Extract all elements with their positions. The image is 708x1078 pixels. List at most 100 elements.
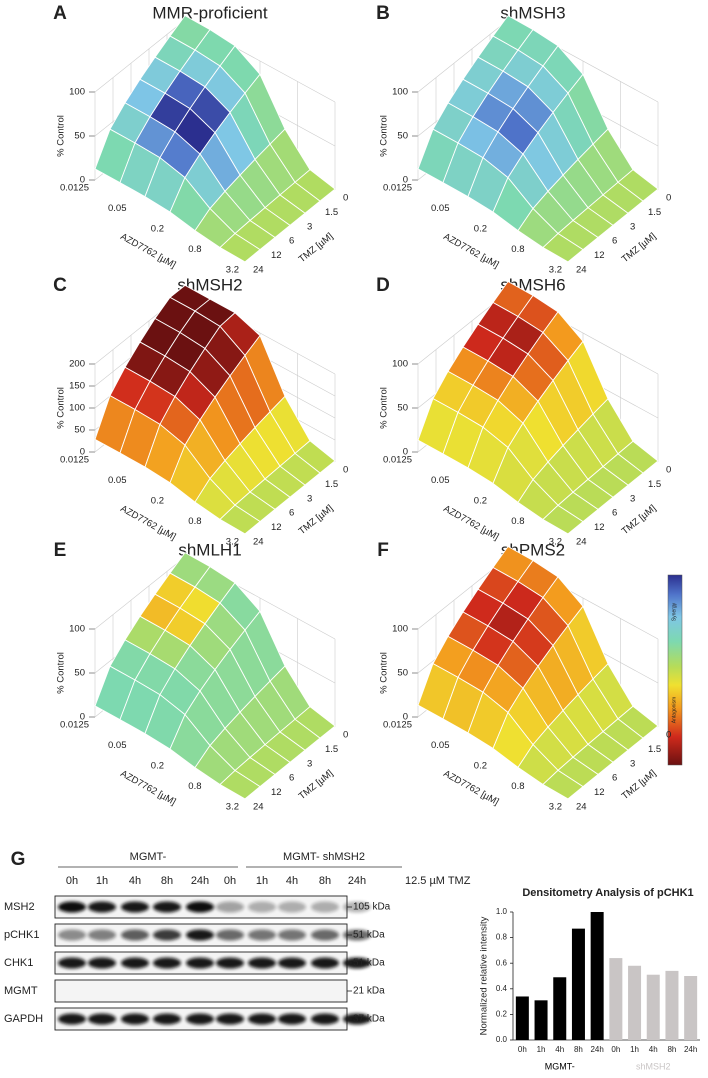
y-axis-label: TMZ [µM] xyxy=(297,503,336,537)
x-tick-label: 4h xyxy=(555,1045,564,1054)
y-tick-label: 12 xyxy=(271,787,282,798)
protein-label: CHK1 xyxy=(4,957,33,969)
lane-label: 1h xyxy=(96,875,108,887)
panel-title: shMLH1 xyxy=(178,540,241,559)
z-tick-label: 100 xyxy=(392,624,408,635)
x-tick-label: 0.2 xyxy=(474,761,487,772)
x-tick-label: 1h xyxy=(537,1045,546,1054)
x-tick-label: 0.0125 xyxy=(383,720,412,731)
y-axis-label: TMZ [µM] xyxy=(620,503,659,537)
y-tick-label: 3 xyxy=(307,493,312,504)
colorbar-low: Antagonism xyxy=(671,697,677,723)
lane-label: 0h xyxy=(224,875,236,887)
band xyxy=(278,957,306,969)
panel-letter: C xyxy=(53,275,67,296)
protein-label: pCHK1 xyxy=(4,929,39,941)
bar xyxy=(590,912,604,1040)
x-tick-label: 0.2 xyxy=(474,496,487,507)
band xyxy=(311,1013,339,1025)
z-tick-label: 50 xyxy=(397,131,408,142)
y-tick-label: 1.5 xyxy=(325,479,338,490)
colorbar-high: Synergy xyxy=(671,602,677,621)
y-tick-label: 6 xyxy=(289,236,294,247)
x-tick-label: 0.8 xyxy=(188,781,201,792)
band xyxy=(121,901,149,913)
surface-patch xyxy=(542,769,584,800)
band xyxy=(58,901,86,913)
y-tick-label: 3 xyxy=(630,221,635,232)
band xyxy=(121,1013,149,1025)
y-tick-label: 24 xyxy=(576,537,587,548)
z-tick-label: 0 xyxy=(403,712,408,723)
x-tick-label: 0.05 xyxy=(431,740,450,751)
band xyxy=(343,1013,371,1025)
surface-patch xyxy=(542,233,584,263)
group-label: MGMT- xyxy=(130,851,167,863)
lane-label: 4h xyxy=(129,875,141,887)
y-axis-label: TMZ [µM] xyxy=(620,231,659,265)
y-tick-label: 0 xyxy=(343,465,348,476)
y-tick-label: 12 xyxy=(271,250,282,261)
x-tick-label: 0.0125 xyxy=(60,720,89,731)
y-tick-label: 1.5 xyxy=(648,744,661,755)
x-axis-label: AZD7762 [µM] xyxy=(118,503,177,542)
protein-label: MSH2 xyxy=(4,901,35,913)
y-tick-label: 0 xyxy=(666,465,671,476)
band xyxy=(186,957,214,969)
x-tick-label: 1h xyxy=(630,1045,639,1054)
z-tick-label: 50 xyxy=(74,425,85,436)
surface-patch xyxy=(219,504,261,535)
z-tick-label: 50 xyxy=(74,131,85,142)
x-axis-label: AZD7762 [µM] xyxy=(118,231,177,270)
y-tick-label: 24 xyxy=(253,537,264,548)
x-tick-label: 3.2 xyxy=(549,265,562,276)
x-tick-label: 0.8 xyxy=(511,244,524,255)
x-tick-label: 0.05 xyxy=(431,203,450,214)
band xyxy=(311,929,339,941)
lane-label: 4h xyxy=(286,875,298,887)
treatment-label: 12.5 µM TMZ xyxy=(405,875,471,887)
band xyxy=(88,957,116,969)
z-tick-label: 0 xyxy=(80,175,85,186)
band xyxy=(88,929,116,941)
band xyxy=(311,957,339,969)
bar xyxy=(628,965,642,1040)
z-tick-label: 100 xyxy=(392,87,408,98)
y-tick-label: 24 xyxy=(253,802,264,813)
band xyxy=(343,901,371,913)
x-tick-label: 4h xyxy=(649,1045,658,1054)
size-label: 51 kDa xyxy=(353,930,385,941)
group-label: shMSH2 xyxy=(636,1061,671,1071)
z-tick-label: 200 xyxy=(69,359,85,370)
bar xyxy=(609,958,623,1040)
protein-label: GAPDH xyxy=(4,1013,43,1025)
y-tick-label: 12 xyxy=(271,522,282,533)
band xyxy=(278,929,306,941)
lane-label: 8h xyxy=(319,875,331,887)
x-tick-label: 8h xyxy=(667,1045,676,1054)
y-tick-label: 12 xyxy=(594,787,605,798)
bar xyxy=(515,996,529,1040)
band xyxy=(153,957,181,969)
band xyxy=(343,957,371,969)
size-label: 37 kDa xyxy=(353,1014,385,1025)
band xyxy=(153,1013,181,1025)
y-tick-label: 0 xyxy=(666,730,671,741)
x-tick-label: 0.2 xyxy=(151,496,164,507)
band xyxy=(186,929,214,941)
y-tick-label: 24 xyxy=(576,802,587,813)
panel-title: MMR-proficient xyxy=(152,3,268,22)
z-tick-label: 150 xyxy=(69,381,85,392)
y-tick-label: 3 xyxy=(307,758,312,769)
x-tick-label: 3.2 xyxy=(226,265,239,276)
band xyxy=(278,901,306,913)
y-tick-label: 0 xyxy=(343,193,348,204)
lane-label: 8h xyxy=(161,875,173,887)
band xyxy=(278,1013,306,1025)
x-tick-label: 24h xyxy=(590,1045,603,1054)
x-tick-label: 0.05 xyxy=(108,740,127,751)
y-tick-label: 1.5 xyxy=(648,207,661,218)
x-tick-label: 0.8 xyxy=(511,516,524,527)
y-tick-label: 0 xyxy=(666,193,671,204)
